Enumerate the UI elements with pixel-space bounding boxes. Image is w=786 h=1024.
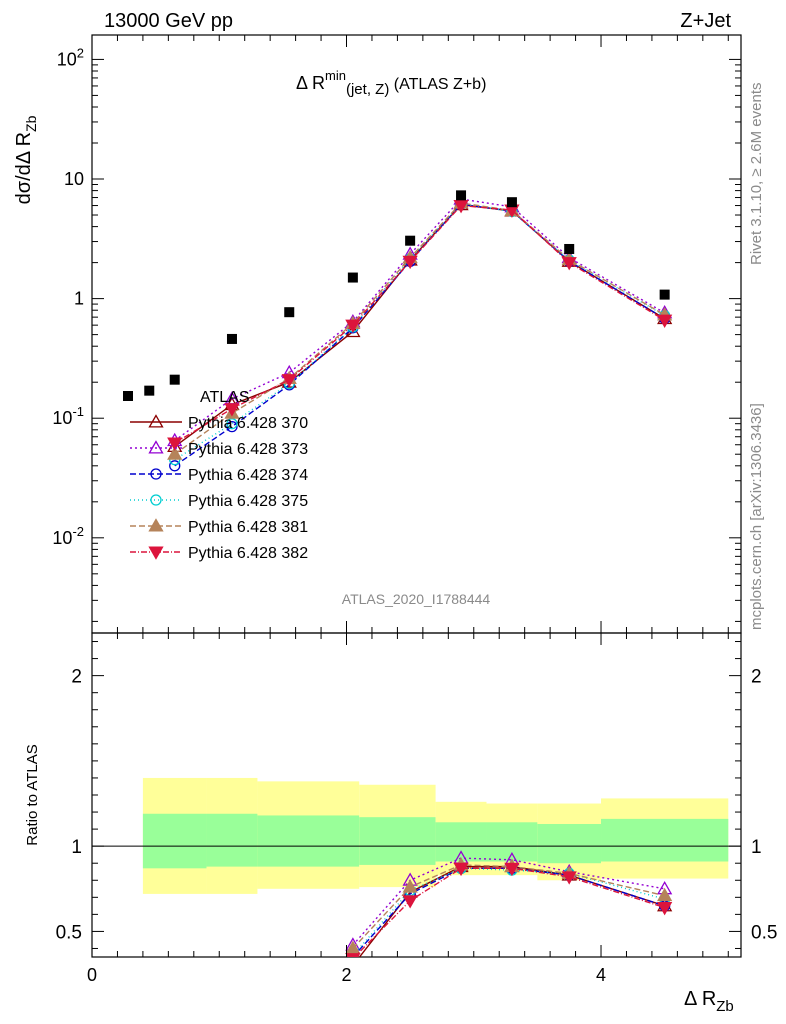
upper-frame-box [91, 34, 742, 634]
atlas-data-points [144, 190, 670, 396]
y-tick-label: 10 [64, 169, 84, 189]
legend-label-atlas: ATLAS [200, 389, 250, 406]
series-point [169, 460, 181, 472]
energy-label: 13000 GeV pp [104, 10, 233, 32]
series-point [224, 403, 240, 417]
green-band-bin [257, 815, 360, 867]
legend-marker [148, 546, 164, 560]
legend-marker-atlas [123, 391, 133, 401]
green-band-bin [142, 813, 207, 869]
rivet-version-label: Rivet 3.1.10, ≥ 2.6M events [748, 83, 765, 266]
ratio-y-axis-label: Ratio to ATLAS [24, 744, 41, 845]
ratio-tick-label-right: 2 [751, 667, 762, 688]
ratio-tick-label-right: 1 [751, 837, 762, 858]
legend-marker [150, 468, 162, 480]
legend-label: Pythia 6.428 370 [188, 415, 308, 432]
legend: ATLAS Pythia 6.428 370 Pythia 6.428 373 Pyt… [123, 389, 308, 562]
series-point [226, 421, 238, 433]
series-point [167, 446, 183, 460]
series-line [174, 203, 665, 461]
ratio-tick-label: 2 [71, 667, 82, 688]
atlas-data-point [347, 272, 358, 283]
legend-marker [148, 440, 164, 454]
legend-marker [148, 414, 164, 428]
ratio-tick-label: 0.5 [56, 922, 82, 943]
chart-title: Δ Rmin(jet, Z) (ATLAS Z+b) [296, 68, 486, 98]
series-lines [167, 191, 673, 472]
series-point [657, 314, 673, 329]
y-axis-label: dσ/dΔ RZb [13, 115, 39, 204]
legend-label: Pythia 6.428 381 [188, 519, 308, 536]
y-tick-label: 10-1 [52, 404, 84, 428]
y-tick-label: 10-2 [52, 524, 84, 548]
x-axis-label: Δ RZb [684, 988, 734, 1015]
ratio-tick-label-right: 0.5 [751, 922, 777, 943]
axes: 0 2 4 10-2 10-1 1 10 102 0.5 0.5 1 1 2 2 [52, 35, 777, 985]
ratio-point [504, 862, 520, 877]
x-tick-label: 2 [342, 965, 352, 985]
legend-label: Pythia 6.428 382 [188, 545, 308, 562]
ratio-point [657, 902, 673, 916]
series-line [174, 203, 666, 448]
mcplots-label: mcplots.cern.ch [arXiv:1306.3436] [748, 403, 765, 630]
atlas-data-point [226, 333, 237, 344]
series-point [345, 319, 361, 333]
series-point [561, 257, 577, 271]
green-band-bin [435, 822, 487, 862]
ratio-line [352, 864, 665, 949]
ratio-point [657, 887, 673, 902]
uncertainty-bands [92, 777, 741, 894]
green-band-bin [537, 823, 602, 864]
series-line [174, 203, 666, 467]
analysis-watermark: ATLAS_2020_I1788444 [342, 591, 491, 607]
legend-label: Pythia 6.428 375 [188, 493, 308, 510]
series-point [167, 437, 183, 451]
series-line [174, 204, 666, 444]
atlas-data-point [506, 197, 517, 208]
series-point [453, 200, 469, 214]
legend-label: Pythia 6.428 374 [188, 467, 308, 484]
legend-marker [150, 494, 162, 506]
legend-label: Pythia 6.428 373 [188, 441, 308, 458]
ratio-point [561, 871, 577, 885]
ratio-point [402, 895, 418, 909]
atlas-data-point [144, 385, 155, 396]
series-line [174, 198, 665, 442]
x-tick-label: 0 [87, 965, 97, 985]
series-point [402, 255, 418, 270]
atlas-data-point [456, 190, 467, 201]
legend-marker [148, 518, 164, 532]
atlas-data-point [564, 243, 575, 254]
ratio-point [345, 953, 361, 957]
y-tick-label: 102 [57, 45, 84, 69]
green-band-bin [486, 822, 538, 862]
y-tick-label: 1 [74, 289, 84, 309]
ratio-point [453, 862, 469, 877]
green-band-bin [359, 817, 436, 865]
x-tick-label: 4 [596, 965, 606, 985]
atlas-data-point [284, 307, 295, 318]
atlas-data-point [405, 235, 416, 246]
atlas-data-point [169, 374, 180, 385]
ratio-point [402, 879, 418, 893]
ratio-line [358, 865, 665, 957]
series-point [281, 374, 297, 388]
ratio-tick-label: 1 [71, 837, 82, 858]
ratio-line [352, 867, 665, 956]
upper-panel [91, 34, 742, 634]
atlas-data-point [659, 289, 670, 300]
green-band-bin [206, 813, 258, 867]
ratio-line [353, 867, 665, 957]
green-band-bin [601, 818, 729, 862]
process-label: Z+Jet [680, 10, 731, 32]
